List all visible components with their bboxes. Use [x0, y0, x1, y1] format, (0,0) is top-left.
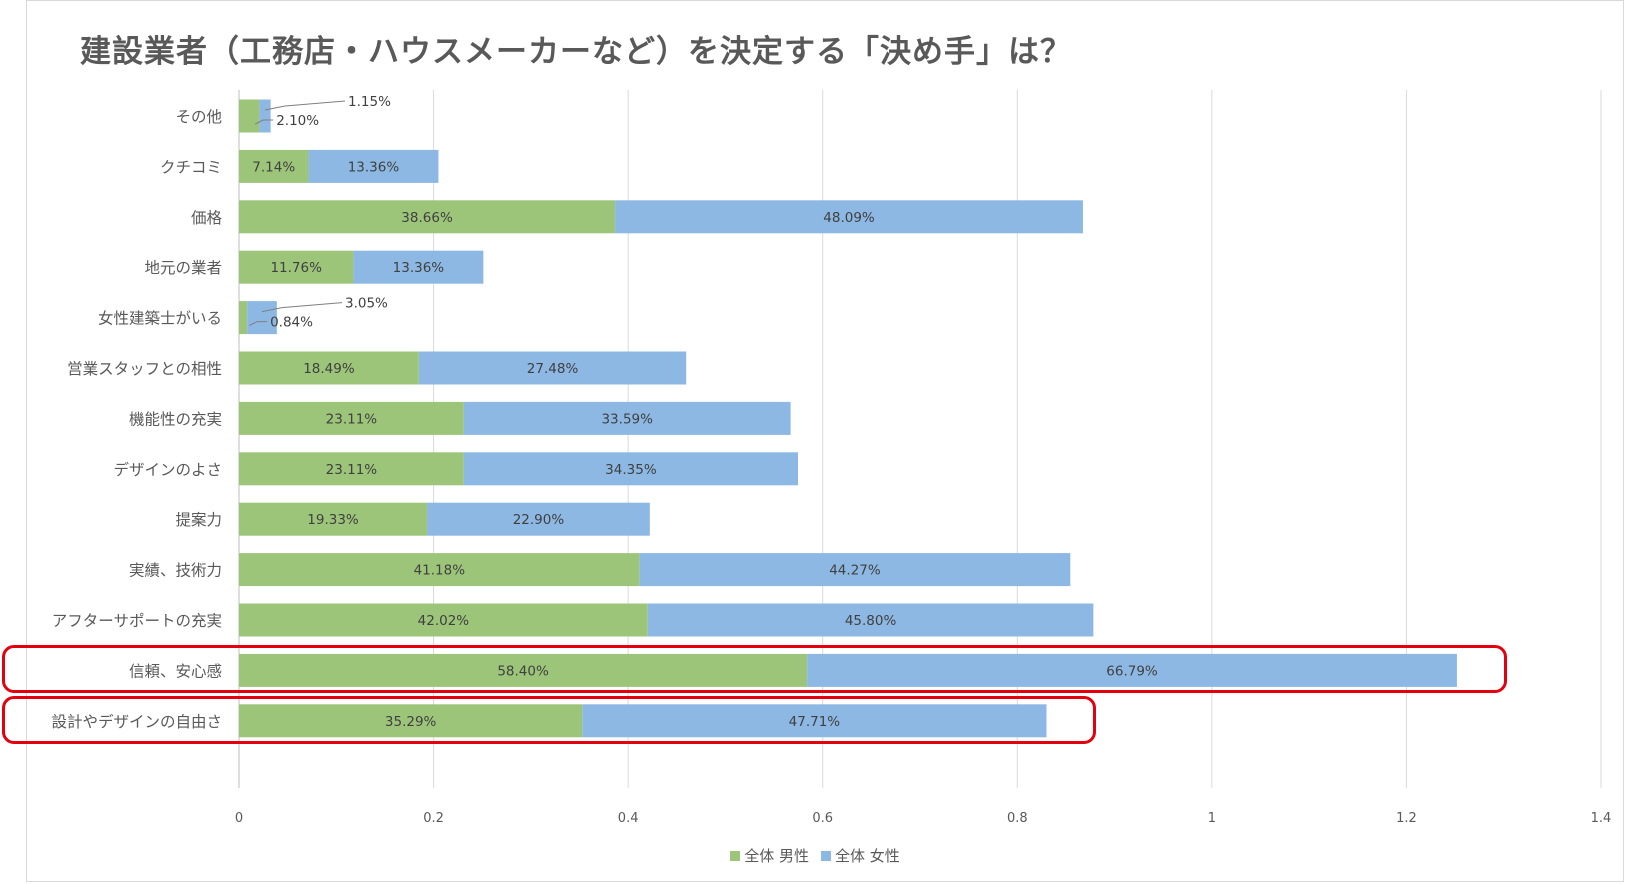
highlight-box: [2, 645, 1507, 694]
data-label-female: 13.36%: [393, 260, 445, 276]
bar-female: [353, 250, 484, 284]
bar-female: [582, 704, 1047, 738]
legend-item: 全体 女性: [821, 845, 900, 866]
category-label: アフターサポートの充実: [52, 612, 222, 630]
x-tick-label: 1.2: [1396, 811, 1417, 826]
data-label-male: 38.66%: [401, 210, 453, 226]
bar-male: [239, 351, 419, 385]
bar-male: [239, 704, 583, 738]
category-label: 営業スタッフとの相性: [67, 360, 222, 378]
data-label-male: 58.40%: [497, 663, 549, 679]
legend-item: 全体 男性: [730, 845, 809, 866]
bar-female: [463, 401, 791, 435]
data-label-male: 23.11%: [326, 411, 378, 427]
bar-female: [615, 200, 1083, 234]
category-label: 機能性の充実: [129, 410, 222, 428]
data-label-male: 23.11%: [326, 462, 378, 478]
data-label-female: 13.36%: [348, 159, 400, 175]
legend-swatch: [730, 851, 741, 861]
data-label-female: 33.59%: [601, 411, 653, 427]
legend-swatch: [821, 851, 831, 861]
legend-label: 全体 女性: [835, 847, 900, 865]
x-tick-label: 1: [1208, 811, 1216, 826]
bar-female: [308, 149, 439, 183]
data-label-male: 0.84%: [270, 315, 313, 331]
bar-male: [239, 250, 354, 284]
data-label-female: 44.27%: [829, 563, 881, 579]
bar-male: [239, 401, 464, 435]
bar-female: [259, 99, 271, 133]
x-tick-label: 0.4: [618, 811, 639, 826]
bar-male: [239, 301, 248, 335]
data-label-male: 19.33%: [307, 512, 359, 528]
category-label: 提案力: [175, 511, 222, 529]
bar-male: [239, 653, 808, 687]
x-tick-label: 1.4: [1591, 811, 1612, 826]
data-label-female: 27.48%: [527, 361, 579, 377]
data-label-female: 3.05%: [345, 296, 388, 312]
data-label-female: 47.71%: [789, 714, 841, 730]
legend: 全体 男性 全体 女性: [0, 845, 1630, 866]
category-label: 実績、技術力: [129, 562, 222, 580]
leader-line-male: [254, 119, 274, 125]
category-label: 地元の業者: [144, 259, 222, 277]
bar-female: [463, 452, 799, 486]
x-tick-label: 0.8: [1007, 811, 1028, 826]
chart-title: 建設業者（工務店・ハウスメーカーなど）を決定する「決め手」は？: [80, 34, 1072, 70]
data-label-female: 48.09%: [823, 210, 875, 226]
bar-male: [239, 99, 260, 133]
data-label-male: 2.10%: [276, 113, 319, 129]
bar-male: [239, 149, 309, 183]
data-label-female: 45.80%: [845, 613, 897, 629]
data-label-female: 66.79%: [1106, 663, 1158, 679]
data-label-male: 7.14%: [252, 159, 295, 175]
bar-female: [418, 351, 687, 385]
bar-male: [239, 452, 464, 486]
data-label-male: 18.49%: [303, 361, 355, 377]
category-label: 設計やデザインの自由さ: [51, 712, 222, 731]
legend-label: 全体 男性: [744, 847, 809, 865]
category-label: その他: [175, 108, 222, 126]
bar-female: [639, 553, 1071, 587]
data-label-female: 1.15%: [348, 94, 391, 110]
data-label-male: 11.76%: [270, 260, 322, 276]
category-label: 女性建築士がいる: [98, 309, 222, 328]
bar-male: [239, 502, 428, 536]
highlight-box: [2, 695, 1097, 744]
data-label-female: 34.35%: [605, 462, 657, 478]
x-tick-label: 0: [235, 811, 243, 826]
bar-female: [427, 502, 650, 536]
category-label: 価格: [191, 209, 223, 227]
x-tick-label: 0.2: [423, 811, 444, 826]
bar-male: [239, 603, 648, 637]
data-label-male: 42.02%: [418, 613, 470, 629]
leader-line-female: [261, 302, 343, 313]
data-label-male: 41.18%: [414, 563, 466, 579]
x-tick-label: 0.6: [812, 811, 833, 826]
bar-male: [239, 553, 640, 587]
leader-line-female: [264, 100, 346, 111]
bar-male: [239, 200, 616, 234]
leader-line-male: [248, 321, 268, 327]
data-label-female: 22.90%: [513, 512, 565, 528]
bar-female: [807, 653, 1457, 687]
bar-female: [647, 603, 1094, 637]
data-label-male: 35.29%: [385, 714, 437, 730]
bar-female: [247, 301, 277, 335]
category-label: クチコミ: [160, 158, 222, 176]
category-label: デザインのよさ: [113, 460, 222, 479]
category-label: 信頼、安心感: [129, 662, 222, 680]
